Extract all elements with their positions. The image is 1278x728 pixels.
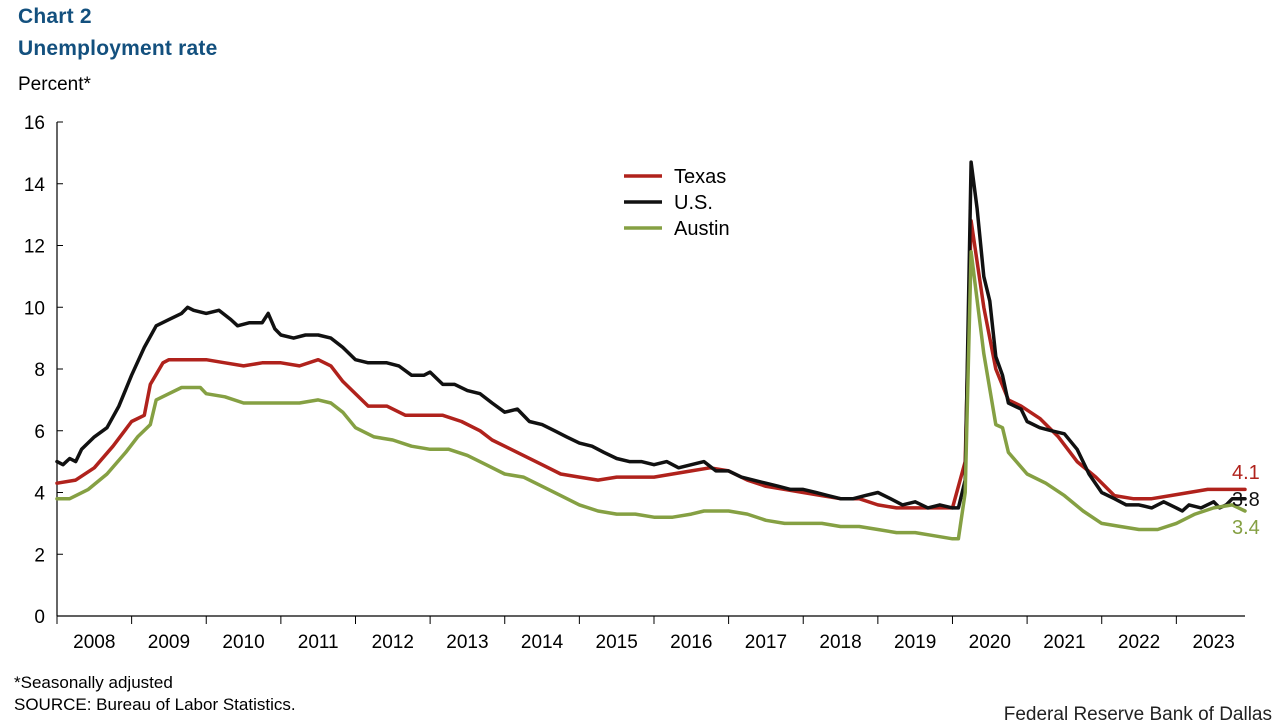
x-tick-label: 2016 bbox=[670, 632, 712, 653]
x-tick-label: 2019 bbox=[894, 632, 936, 653]
y-tick-label: 12 bbox=[24, 237, 45, 258]
chart-legend: Texas U.S. Austin bbox=[624, 166, 730, 240]
x-tick-label: 2018 bbox=[819, 632, 861, 653]
y-tick-label: 14 bbox=[24, 175, 46, 196]
chart-series bbox=[55, 160, 1247, 541]
chart-axes: 0 2 4 6 8 10 12 14 16 2008 2009 2010 2011 2012 2013 201… bbox=[24, 113, 1245, 653]
end-value-label: 3.4 bbox=[1232, 517, 1260, 539]
footnote: *Seasonally adjusted bbox=[14, 673, 173, 692]
x-tick-label: 2013 bbox=[446, 632, 488, 653]
x-tick-label: 2008 bbox=[73, 632, 115, 653]
y-tick-label: 2 bbox=[34, 545, 45, 566]
credit: Federal Reserve Bank of Dallas bbox=[1003, 704, 1272, 725]
x-tick-label: 2014 bbox=[521, 632, 564, 653]
legend-label: Austin bbox=[674, 218, 730, 240]
x-tick-label: 2015 bbox=[596, 632, 638, 653]
x-tick-label: 2010 bbox=[222, 632, 264, 653]
source-note: SOURCE: Bureau of Labor Statistics. bbox=[14, 695, 296, 714]
x-tick-label: 2009 bbox=[148, 632, 190, 653]
y-tick-label: 10 bbox=[24, 298, 45, 319]
series-line-us bbox=[55, 160, 1247, 513]
legend-label: U.S. bbox=[674, 192, 713, 214]
y-tick-label: 6 bbox=[34, 422, 45, 443]
x-tick-label: 2023 bbox=[1193, 632, 1235, 653]
x-tick-label: 2011 bbox=[298, 632, 339, 653]
y-tick-label: 4 bbox=[34, 484, 45, 505]
y-tick-label: 8 bbox=[34, 360, 45, 381]
series-line-texas bbox=[55, 219, 1247, 510]
end-value-label: 3.8 bbox=[1232, 489, 1260, 511]
x-tick-label: 2022 bbox=[1118, 632, 1160, 653]
end-value-labels: 4.1 3.8 3.4 bbox=[1232, 462, 1260, 539]
y-tick-label: 0 bbox=[34, 607, 45, 628]
y-tick-label: 16 bbox=[24, 113, 45, 134]
x-tick-label: 2012 bbox=[372, 632, 414, 653]
series-line-austin bbox=[55, 249, 1247, 541]
chart-title: Chart 2 bbox=[18, 5, 92, 28]
x-tick-label: 2020 bbox=[969, 632, 1011, 653]
chart-subtitle: Unemployment rate bbox=[18, 37, 218, 60]
legend-label: Texas bbox=[674, 166, 726, 188]
end-value-label: 4.1 bbox=[1232, 462, 1260, 484]
x-tick-label: 2017 bbox=[745, 632, 787, 653]
y-axis-unit-label: Percent* bbox=[18, 74, 91, 95]
x-tick-label: 2021 bbox=[1043, 632, 1085, 653]
